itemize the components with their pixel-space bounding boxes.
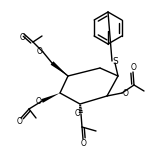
Text: O: O: [17, 117, 23, 126]
Polygon shape: [51, 61, 68, 76]
Text: O: O: [81, 138, 87, 147]
Text: O: O: [36, 97, 41, 105]
Text: O: O: [131, 64, 137, 73]
Text: O: O: [20, 33, 26, 43]
Text: O: O: [123, 88, 128, 97]
Polygon shape: [41, 93, 60, 103]
Text: O: O: [75, 109, 80, 119]
Text: S: S: [112, 57, 118, 67]
Text: O: O: [37, 47, 42, 57]
